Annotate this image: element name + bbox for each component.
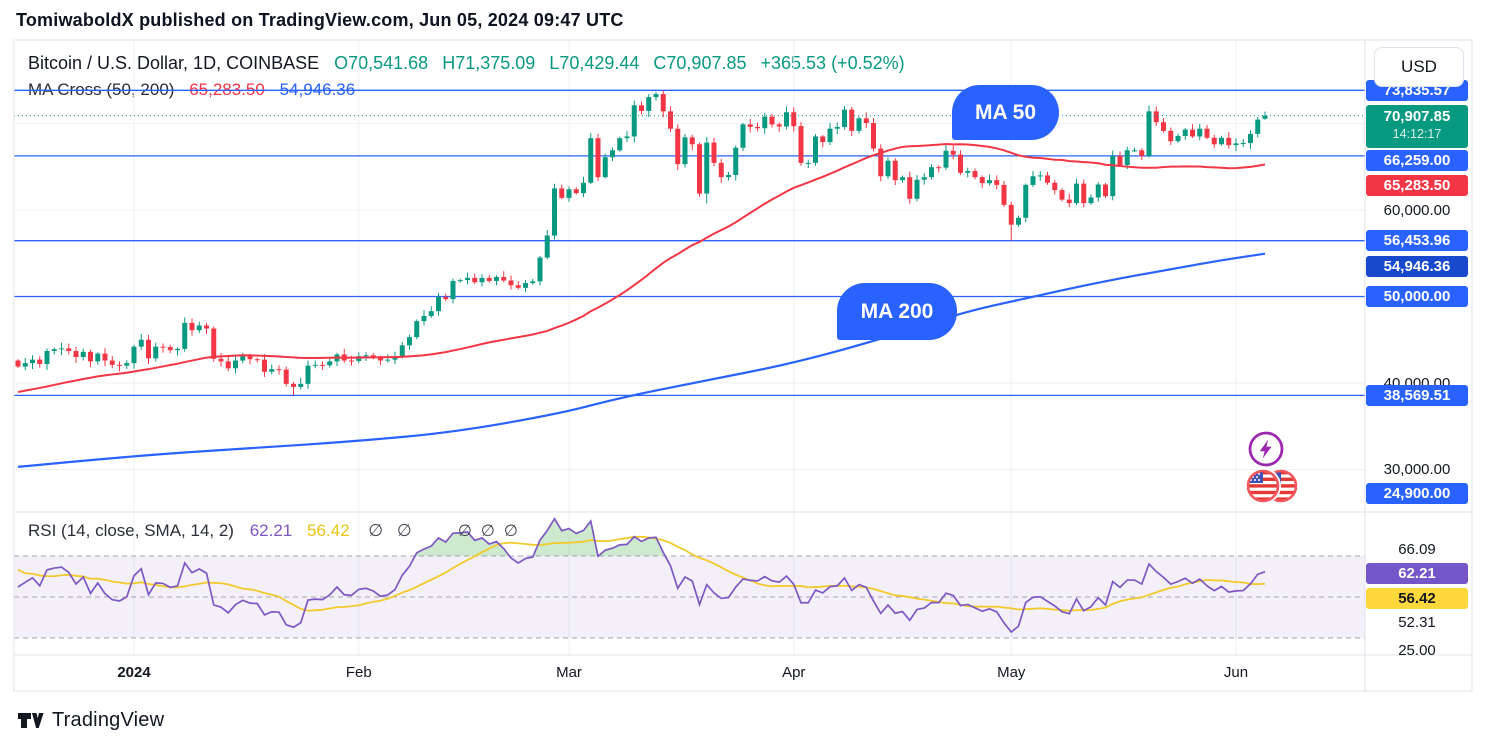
ma200-bubble-annotation: MA 200 xyxy=(837,283,957,340)
ma200-value: 54,946.36 xyxy=(279,80,356,99)
rsi-scale-label: 56.42 xyxy=(1366,587,1468,609)
rsi-scale-label: 66.09 xyxy=(1398,540,1436,558)
ma50-line xyxy=(17,143,1266,394)
rsi-sma-line xyxy=(17,535,1266,612)
price-scale-label: 70,907.85 14:12:17 xyxy=(1366,104,1468,148)
rsi-null-symbol: ∅ xyxy=(396,521,412,540)
bar-countdown: 14:12:17 xyxy=(1392,126,1442,141)
ohlc-change: +365.53 (+0.52%) xyxy=(760,53,905,73)
ohlc-low: L70,429.44 xyxy=(549,53,640,73)
price-label-value: 65,283.50 xyxy=(1383,176,1451,194)
ma50-bubble-annotation: MA 50 xyxy=(952,85,1059,140)
price-label-value: 70,907.85 xyxy=(1383,107,1451,125)
rsi-overbought-fill xyxy=(533,518,598,556)
price-label-value: 56,453.96 xyxy=(1383,232,1451,250)
chart-frame xyxy=(13,39,1473,692)
price-scale-label: 38,569.51 xyxy=(1366,384,1468,406)
rsi-overbought-fill xyxy=(598,536,666,556)
price-label-value: 66,259.00 xyxy=(1383,151,1451,169)
currency-usd-button[interactable]: USD xyxy=(1374,47,1464,87)
price-label-value: 30,000.00 xyxy=(1383,461,1451,478)
tradingview-brand-text: TradingView xyxy=(52,708,165,731)
price-label-value: 50,000.00 xyxy=(1383,288,1451,305)
tradingview-logo-icon xyxy=(18,713,44,728)
rsi-null-symbol: ∅ xyxy=(458,523,472,540)
ohlc-high: H71,375.09 xyxy=(442,53,536,73)
rsi-band xyxy=(14,556,1365,638)
rsi-scale-label: 25.00 xyxy=(1398,641,1436,659)
price-scale-label: 66,259.00 xyxy=(1366,149,1468,171)
rsi-null-symbol: ∅ xyxy=(368,521,384,540)
us-flag-pair-icon xyxy=(1245,468,1298,504)
rsi-legend: RSI (14, close, SMA, 14, 2) 62.21 56.42 … xyxy=(28,521,421,541)
rsi-scale-label: 62.21 xyxy=(1366,562,1468,584)
tradingview-footer[interactable]: TradingView xyxy=(16,706,164,734)
ma200-line xyxy=(17,252,1266,468)
time-axis-label: Jun xyxy=(1223,664,1249,681)
price-scale-label: 30,000.00 xyxy=(1366,459,1468,480)
price-scale-label: 50,000.00 xyxy=(1366,286,1468,307)
rsi-title: RSI (14, close, SMA, 14, 2) xyxy=(28,521,234,540)
ma50-value: 65,283.50 xyxy=(189,80,265,99)
price-scale-label: 60,000.00 xyxy=(1366,200,1468,221)
time-axis-label: May xyxy=(997,664,1026,681)
rsi-null-symbol: ∅ xyxy=(481,523,495,540)
ma-cross-title: MA Cross (50, 200) xyxy=(28,80,175,99)
candles xyxy=(15,90,1268,396)
rsi-null-symbol: ∅ xyxy=(504,523,518,540)
ohlc-open: O70,541.68 xyxy=(334,53,429,73)
price-scale-label: 24,900.00 xyxy=(1366,482,1468,504)
rsi-sma-value: 56.42 xyxy=(306,521,350,540)
price-scale-label: 56,453.96 xyxy=(1366,230,1468,252)
price-label-value: 38,569.51 xyxy=(1383,386,1451,404)
price-label-value: 54,946.36 xyxy=(1383,257,1451,275)
price-scale-label: 65,283.50 xyxy=(1366,174,1468,196)
time-axis-label: Mar xyxy=(556,664,582,681)
time-axis-label: Feb xyxy=(345,664,372,681)
price-scale-label: 54,946.36 xyxy=(1366,255,1468,277)
lightning-badge-icon xyxy=(1248,431,1284,467)
time-axis-label: Apr xyxy=(782,664,806,681)
rsi-scale-label: 52.31 xyxy=(1398,613,1436,631)
ma-cross-legend: MA Cross (50, 200) 65,283.50 54,946.36 xyxy=(28,80,355,100)
price-label-value: 24,900.00 xyxy=(1383,484,1451,502)
symbol-legend: Bitcoin / U.S. Dollar, 1D, COINBASE O70,… xyxy=(28,53,914,74)
time-axis-label: 2024 xyxy=(117,664,151,681)
ohlc-close: C70,907.85 xyxy=(653,53,747,73)
symbol-title: Bitcoin / U.S. Dollar, 1D, COINBASE xyxy=(28,53,320,73)
rsi-value: 62.21 xyxy=(249,521,293,540)
page-header: TomiwaboldX published on TradingView.com… xyxy=(16,10,624,30)
price-label-value: 60,000.00 xyxy=(1383,201,1451,219)
